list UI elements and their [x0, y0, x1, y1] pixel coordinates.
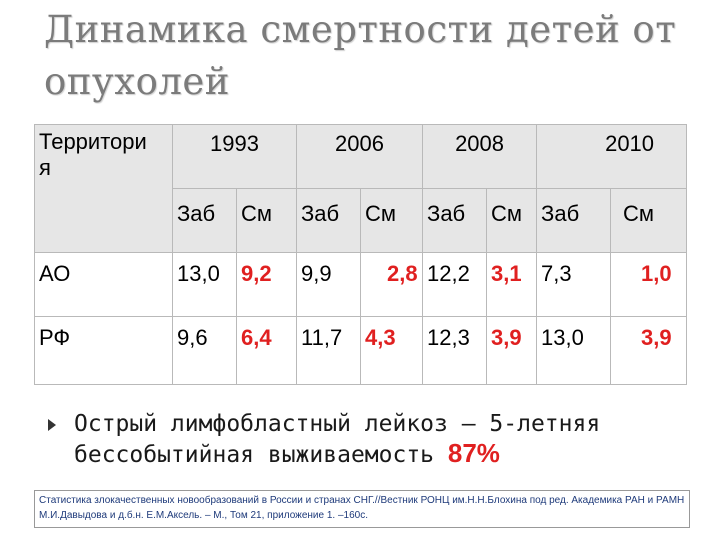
value-cell: 12,2 [422, 252, 488, 317]
zab-value: 12,3 [427, 325, 470, 350]
territory-name: АО [39, 261, 71, 286]
value-cell: 13,0 [172, 252, 237, 317]
sub-header-zab: Заб [172, 188, 237, 253]
year-header-2008: 2008 [422, 124, 538, 189]
value-cell: 3,9 [486, 316, 538, 385]
year-label: 1993 [210, 131, 259, 156]
value-cell: 9,9 [296, 252, 362, 317]
sub-label: Заб [177, 201, 216, 226]
sub-label: Заб [301, 201, 340, 226]
territory-name: РФ [39, 325, 71, 350]
zab-value: 9,6 [177, 325, 208, 350]
sub-label: См [241, 201, 273, 226]
slide-title: Динамика смертности детей от опухолей [44, 8, 677, 103]
source-note: Статистика злокачественных новообразован… [34, 490, 690, 528]
sub-header-zab: Заб [536, 188, 612, 253]
year-label: 2006 [335, 131, 384, 156]
bullet-point: Острый лимфобластный лейкоз – 5-летняя б… [48, 410, 698, 470]
sm-value: 3,9 [641, 325, 672, 350]
sub-header-zab: Заб [422, 188, 488, 253]
sub-label: См [491, 201, 523, 226]
sm-value: 3,1 [491, 261, 522, 286]
value-cell: 3,9 [610, 316, 688, 385]
year-header-2006: 2006 [296, 124, 424, 189]
value-cell: 9,2 [235, 252, 298, 317]
bullet-arrow-icon [48, 419, 56, 431]
sub-header-sm: См [610, 188, 688, 253]
value-cell: 9,6 [172, 316, 237, 385]
survival-value: 87% [447, 438, 500, 468]
row-name-cell: РФ [34, 316, 173, 385]
value-cell: 6,4 [235, 316, 298, 385]
sub-header-zab: Заб [296, 188, 362, 253]
sub-header-sm: См [360, 188, 424, 253]
sm-value: 3,9 [491, 325, 522, 350]
row-name-cell: АО [34, 252, 173, 317]
mortality-table: Территори я 1993 2006 2008 2010 Заб См З… [34, 124, 688, 385]
year-label: 2010 [605, 131, 655, 156]
bullet-text-block: Острый лимфобластный лейкоз – 5-летняя б… [74, 410, 698, 470]
sub-label: Заб [541, 201, 580, 226]
sub-header-sm: См [486, 188, 538, 253]
zab-value: 13,0 [177, 261, 220, 286]
sub-header-sm: См [235, 188, 298, 253]
zab-value: 11,7 [301, 325, 343, 350]
territory-header: Территори я [39, 129, 147, 180]
sm-value: 6,4 [241, 325, 272, 350]
value-cell: 11,7 [296, 316, 362, 385]
zab-value: 13,0 [541, 325, 584, 350]
zab-value: 12,2 [427, 261, 470, 286]
territory-header-cell: Территори я [34, 124, 173, 253]
sm-value: 4,3 [365, 325, 396, 350]
value-cell: 7,3 [536, 252, 612, 317]
year-label: 2008 [455, 131, 505, 156]
sm-value: 2,8 [387, 261, 418, 286]
value-cell: 4,3 [360, 316, 424, 385]
value-cell: 13,0 [536, 316, 612, 385]
value-cell: 3,1 [486, 252, 538, 317]
sub-label: См [623, 201, 655, 226]
sub-label: Заб [427, 201, 466, 226]
year-header-1993: 1993 [171, 124, 298, 189]
zab-value: 7,3 [541, 261, 572, 286]
value-cell: 2,8 [360, 252, 424, 317]
value-cell: 12,3 [422, 316, 488, 385]
sub-label: См [365, 201, 397, 226]
value-cell: 1,0 [610, 252, 688, 317]
year-header-2010: 2010 [536, 124, 688, 189]
sm-value: 1,0 [641, 261, 672, 286]
sm-value: 9,2 [241, 261, 272, 286]
zab-value: 9,9 [301, 261, 332, 286]
bullet-text: Острый лимфобластный лейкоз – 5-летняя б… [74, 411, 601, 468]
